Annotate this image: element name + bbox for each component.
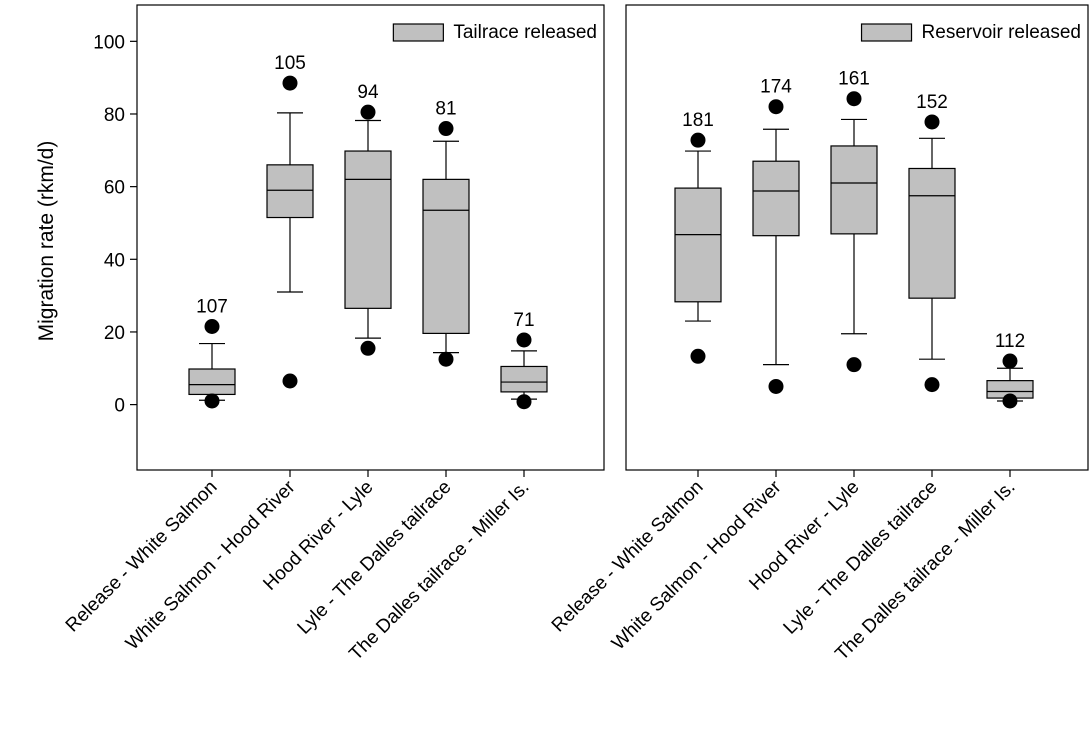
- outlier-point: [282, 373, 298, 389]
- category-label: Release - White Salmon: [548, 477, 708, 637]
- count-label: 181: [682, 110, 714, 131]
- outlier-point: [924, 377, 940, 393]
- category-label: Release - White Salmon: [62, 477, 222, 637]
- count-label: 71: [513, 310, 534, 331]
- outlier-point: [690, 132, 706, 148]
- y-tick-label: 0: [114, 396, 125, 417]
- plot-frame: [625, 4, 1089, 471]
- outlier-point: [690, 348, 706, 364]
- iqr-box: [752, 160, 800, 237]
- count-label: 105: [274, 53, 306, 74]
- iqr-box: [500, 365, 548, 393]
- outlier-point: [282, 75, 298, 91]
- outlier-point: [360, 340, 376, 356]
- legend-swatch: [860, 23, 913, 42]
- count-label: 94: [357, 82, 379, 103]
- count-label: 112: [995, 331, 1025, 352]
- legend-swatch: [392, 23, 444, 42]
- outlier-point: [438, 351, 454, 367]
- outlier-point: [924, 114, 940, 130]
- outlier-point: [768, 99, 784, 115]
- y-tick-label: 80: [104, 105, 125, 126]
- count-label: 81: [435, 99, 456, 120]
- outlier-point: [516, 394, 532, 410]
- iqr-box: [344, 150, 392, 309]
- count-label: 174: [760, 77, 792, 98]
- iqr-box: [908, 167, 956, 299]
- count-label: 107: [196, 297, 228, 318]
- plot-frame: [136, 4, 605, 471]
- outlier-point: [360, 104, 376, 120]
- y-tick-label: 100: [93, 32, 125, 53]
- outlier-point: [1002, 353, 1018, 369]
- box-1: 107 Release - White Salmon: [62, 297, 236, 637]
- iqr-box: [266, 164, 314, 219]
- count-label: 161: [838, 69, 870, 90]
- outlier-point: [204, 319, 220, 335]
- y-tick-label: 40: [104, 250, 125, 271]
- outlier-point: [438, 121, 454, 137]
- legend-label: Reservoir released: [922, 22, 1081, 43]
- outlier-point: [204, 393, 220, 409]
- iqr-box: [830, 145, 878, 235]
- panel-1: 0 20 40 60 80 100 Tailrace released 107 Release …: [62, 4, 605, 665]
- outlier-point: [516, 332, 532, 348]
- outlier-point: [846, 357, 862, 373]
- iqr-box: [188, 368, 236, 396]
- outlier-point: [768, 378, 784, 394]
- category-label: Lyle - The Dalles tailrace: [294, 477, 456, 639]
- outlier-point: [1002, 393, 1018, 409]
- count-label: 152: [916, 92, 948, 113]
- iqr-box: [674, 187, 722, 303]
- legend-label: Tailrace released: [453, 22, 597, 43]
- outlier-point: [846, 91, 862, 107]
- category-label: Lyle - The Dalles tailrace: [780, 477, 942, 639]
- y-axis-label: Migration rate (rkm/d): [35, 141, 58, 342]
- iqr-box: [422, 178, 470, 335]
- y-tick-label: 20: [104, 323, 125, 344]
- panel-2: Reservoir released 181 Release - White Sal…: [548, 4, 1089, 665]
- y-tick-label: 60: [104, 178, 125, 199]
